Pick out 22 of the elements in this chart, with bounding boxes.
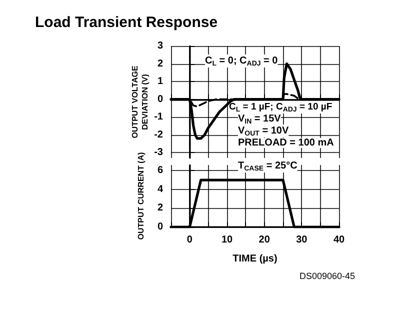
- y-tick-label: 0: [157, 222, 164, 232]
- y-tick-label: -1: [154, 112, 164, 123]
- chart-title: Load Transient Response: [35, 14, 218, 31]
- y-tick-label: 2: [157, 58, 164, 70]
- x-tick-label: 10: [221, 234, 233, 246]
- y-tick-label: 1: [157, 76, 164, 88]
- y-tick-label: 2: [157, 202, 164, 214]
- annotation: PRELOAD = 100 mA: [238, 138, 334, 148]
- y-tick-label: 4: [157, 184, 164, 195]
- x-tick-label: 0: [186, 234, 193, 246]
- x-tick-label: 30: [296, 234, 308, 246]
- y-tick-label: 0: [157, 94, 164, 105]
- y-tick-label: 6: [157, 165, 164, 176]
- x-tick-label: 40: [333, 234, 345, 246]
- text: DS009060-45: [299, 271, 355, 281]
- y-axis-title: OUTPUT CURRENT (A): [136, 152, 146, 240]
- y-tick-label: -3: [154, 147, 164, 158]
- x-axis-title: TIME (µs): [232, 254, 278, 264]
- x-tick-label: 20: [258, 234, 270, 246]
- y-axis-title: OUTPUT VOLTAGE DEVIATION (V): [130, 65, 150, 138]
- y-tick-label: -2: [154, 129, 164, 140]
- y-tick-label: 3: [157, 40, 164, 52]
